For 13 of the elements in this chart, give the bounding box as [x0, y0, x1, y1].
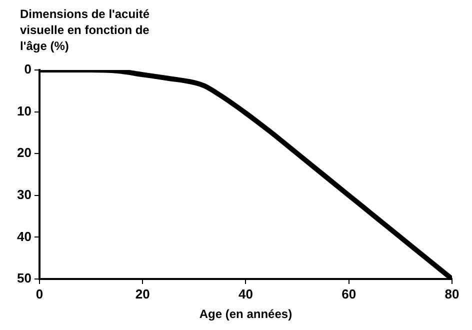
x-tick-label: 20 [135, 286, 150, 302]
x-axis-title: Age (en années) [199, 307, 292, 322]
x-tick-label: 80 [444, 286, 460, 302]
x-tick-label: 0 [36, 286, 44, 302]
x-tick-label: 60 [342, 286, 356, 302]
y-tick-label: 50 [16, 270, 32, 286]
y-tick-label: 10 [16, 103, 32, 118]
y-tick-label: 30 [16, 186, 32, 202]
chart-title: Dimensions de l'acuité visuelle en fonction de l'âge (%) [20, 6, 151, 54]
y-tick-label: 20 [16, 145, 32, 160]
y-tick-label: 40 [16, 228, 32, 244]
x-tick-label: 40 [238, 286, 253, 302]
y-tick-label: 0 [24, 62, 32, 77]
